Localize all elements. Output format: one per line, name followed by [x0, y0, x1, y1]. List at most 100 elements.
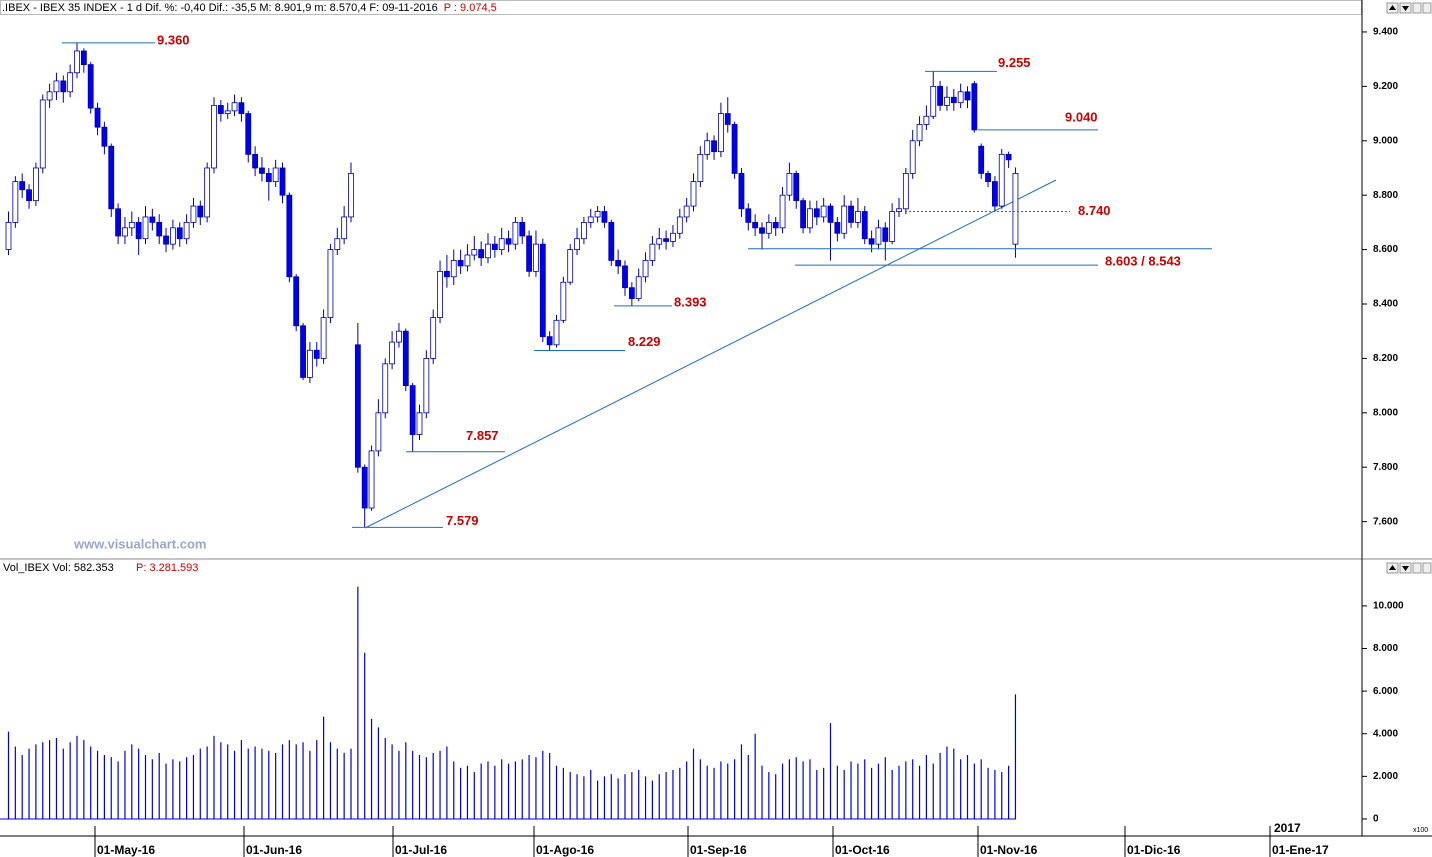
candle-body	[382, 363, 389, 414]
trend-line	[364, 179, 1057, 529]
candle-body	[443, 270, 450, 278]
candle-body	[971, 83, 978, 131]
candle-body	[861, 211, 868, 240]
x-tick-label: 01-May-16	[97, 843, 155, 857]
candle-body	[26, 189, 32, 202]
button[interactable]	[1422, 562, 1432, 574]
candle-body	[587, 216, 594, 223]
level-label: 9.360	[157, 32, 190, 47]
button-icon	[1402, 566, 1409, 571]
y-tick-label: 7.600	[1373, 516, 1398, 527]
candle-body	[560, 281, 567, 321]
candle-body	[950, 96, 957, 104]
button[interactable]	[1412, 562, 1422, 574]
level-label: 7.857	[466, 428, 499, 443]
candle-body	[389, 341, 396, 365]
candle-body	[581, 221, 587, 240]
candle-body	[944, 96, 950, 106]
candle-body	[354, 344, 361, 468]
candle-body	[622, 265, 628, 289]
watermark: www.visualchart.com	[73, 536, 206, 551]
candle-body	[731, 124, 738, 174]
candle-body	[752, 221, 759, 229]
candle-body	[882, 227, 889, 242]
candle-body	[334, 238, 341, 250]
level-label: 9.040	[1065, 109, 1098, 124]
x-tick-label: 01-Ene-17	[1272, 843, 1329, 857]
candle-body	[574, 238, 580, 250]
y-tick-label: 8.600	[1373, 244, 1398, 255]
candle-body	[553, 319, 560, 346]
candle-body	[909, 140, 916, 174]
level-label: 8.603 / 8.543	[1105, 254, 1181, 269]
button[interactable]	[1412, 2, 1422, 14]
candle-body	[149, 216, 156, 223]
candle-body	[348, 173, 354, 218]
y-tick-label: 2.000	[1373, 771, 1398, 782]
candle-body	[87, 64, 94, 109]
candle-body	[471, 249, 478, 256]
candle-body	[868, 238, 875, 245]
level-label: 8.393	[674, 294, 707, 309]
candle-body	[156, 221, 163, 237]
candle-body	[670, 232, 676, 242]
candle-body	[142, 216, 149, 240]
candle-body	[211, 105, 217, 169]
candle-body	[738, 173, 745, 210]
candle-body	[793, 173, 800, 202]
candle-body	[512, 221, 519, 245]
candle-body	[485, 243, 491, 259]
candle-body	[786, 173, 793, 196]
candle-body	[533, 243, 539, 272]
y-tick-label: 8.000	[1373, 407, 1398, 418]
candle-body	[759, 227, 765, 234]
candle-body	[176, 227, 183, 240]
candle-body	[53, 80, 60, 93]
candle-body	[902, 173, 909, 210]
candle-body	[437, 270, 443, 319]
candle-body	[135, 221, 142, 240]
candle-body	[286, 194, 293, 278]
y-tick-label: 10.000	[1373, 601, 1404, 612]
candle-body	[464, 254, 471, 267]
candle-body	[245, 113, 252, 155]
candle-body	[19, 181, 26, 191]
y-tick-label: 8.800	[1373, 190, 1398, 201]
candle-body	[320, 317, 327, 359]
y-tick-label: 9.400	[1373, 27, 1398, 38]
candle-body	[923, 115, 930, 125]
candle-body	[1012, 173, 1019, 245]
y-tick-label: 9.000	[1373, 135, 1398, 146]
candle-body	[567, 249, 574, 283]
candle-body	[683, 205, 690, 218]
candle-body	[265, 173, 272, 182]
candle-body	[183, 221, 190, 240]
candle-body	[163, 235, 169, 245]
candle-body	[841, 205, 848, 234]
candle-body	[33, 167, 39, 202]
y-tick-label: 6.000	[1373, 686, 1398, 697]
candle-body	[368, 450, 375, 509]
candle-body	[375, 412, 382, 452]
candle-body	[252, 153, 259, 169]
candle-body	[992, 181, 998, 207]
candle-body	[491, 243, 498, 250]
candle-body	[608, 221, 615, 261]
candle-body	[649, 243, 656, 261]
candle-body	[690, 181, 697, 207]
candle-body	[190, 205, 197, 223]
y-tick-label: 8.000	[1373, 643, 1398, 654]
candle-body	[306, 349, 313, 378]
candle-body	[772, 221, 779, 229]
candle-body	[724, 113, 731, 125]
candle-body	[985, 173, 991, 182]
candle-body	[279, 167, 286, 196]
unit-label: x100	[1413, 827, 1428, 834]
candle-body	[855, 211, 861, 223]
candle-body	[546, 336, 553, 346]
volume-title: Vol_IBEX Vol: 582.353	[3, 562, 114, 574]
button[interactable]	[1422, 2, 1432, 14]
candle-body	[39, 99, 46, 169]
candle-body	[396, 330, 402, 343]
candle-body	[519, 221, 526, 237]
